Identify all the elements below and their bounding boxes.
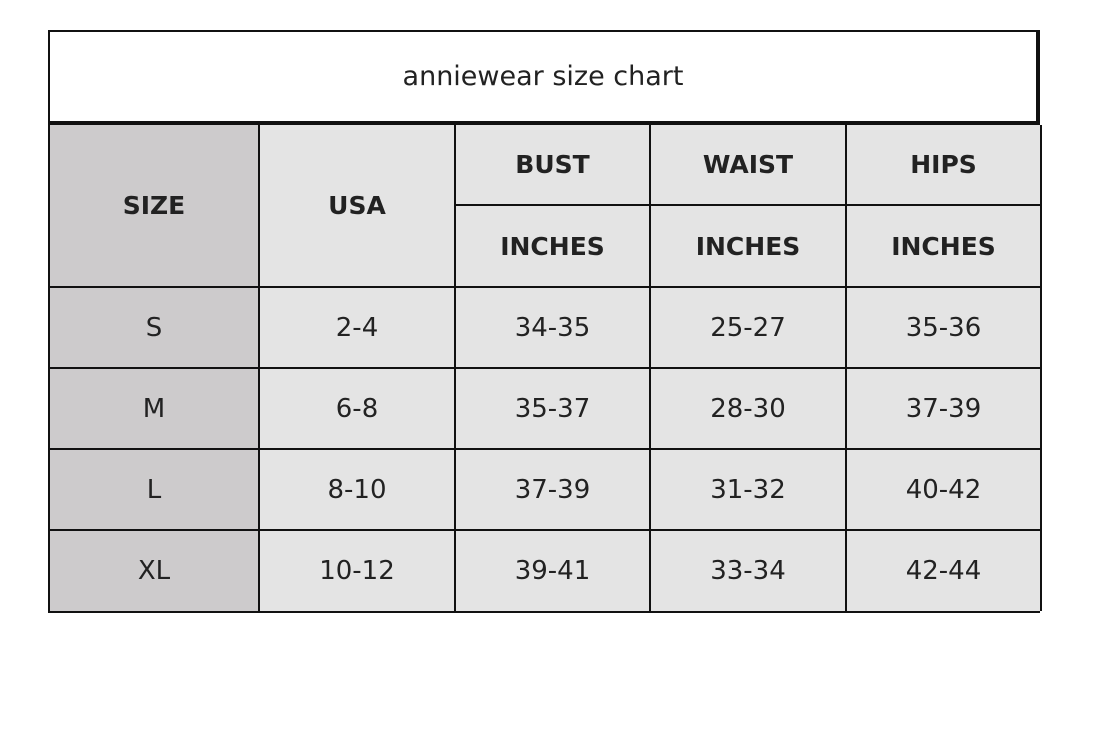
row-s-bust: 34-35 xyxy=(456,288,651,369)
row-s-waist: 25-27 xyxy=(651,288,847,369)
row-xl-size: XL xyxy=(50,531,260,611)
row-s-hips: 35-36 xyxy=(847,288,1042,369)
header-hips: HIPS xyxy=(847,125,1042,206)
row-xl-bust: 39-41 xyxy=(456,531,651,611)
row-m-size: M xyxy=(50,369,260,450)
header-bust: BUST xyxy=(456,125,651,206)
row-l-size: L xyxy=(50,450,260,531)
row-l-bust: 37-39 xyxy=(456,450,651,531)
row-xl-hips: 42-44 xyxy=(847,531,1042,611)
header-hips-unit: INCHES xyxy=(847,206,1042,288)
row-l-waist: 31-32 xyxy=(651,450,847,531)
size-grid: SIZE USA BUST WAIST HIPS INCHES INCHES I… xyxy=(48,125,1042,613)
row-l-hips: 40-42 xyxy=(847,450,1042,531)
header-bust-unit: INCHES xyxy=(456,206,651,288)
row-s-size: S xyxy=(50,288,260,369)
row-m-usa: 6-8 xyxy=(260,369,456,450)
header-usa: USA xyxy=(260,125,456,288)
header-waist: WAIST xyxy=(651,125,847,206)
size-chart-table: anniewear size chart SIZE USA BUST WAIST… xyxy=(48,30,1042,613)
row-m-hips: 37-39 xyxy=(847,369,1042,450)
chart-title: anniewear size chart xyxy=(48,30,1040,125)
row-m-waist: 28-30 xyxy=(651,369,847,450)
header-size: SIZE xyxy=(50,125,260,288)
header-waist-unit: INCHES xyxy=(651,206,847,288)
row-s-usa: 2-4 xyxy=(260,288,456,369)
row-xl-usa: 10-12 xyxy=(260,531,456,611)
row-xl-waist: 33-34 xyxy=(651,531,847,611)
row-m-bust: 35-37 xyxy=(456,369,651,450)
row-l-usa: 8-10 xyxy=(260,450,456,531)
